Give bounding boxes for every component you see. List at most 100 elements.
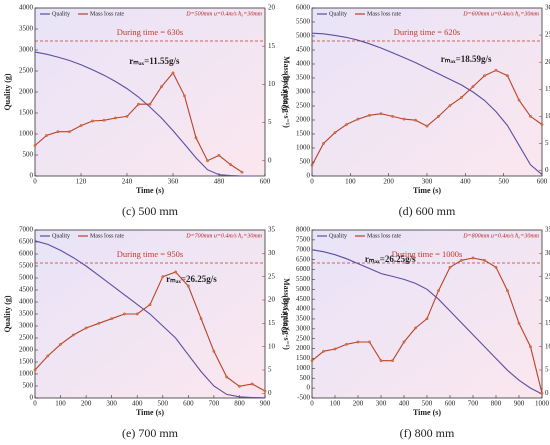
series-marker <box>250 382 254 386</box>
y2-tick-label: 20 <box>268 4 276 12</box>
y-tick-label: 2000 <box>19 88 34 96</box>
y-tick-label: 5000 <box>296 285 311 293</box>
y-tick-label: 500 <box>300 374 311 382</box>
y2-tick-label: 35 <box>268 226 276 234</box>
y2-tick-label: 0 <box>545 389 549 397</box>
series-marker <box>379 112 383 116</box>
y-axis-label: Quality (g) <box>3 295 12 332</box>
x-tick-label: 300 <box>106 400 117 408</box>
x-tick-label: 0 <box>33 400 37 408</box>
y-tick-label: 3500 <box>296 315 311 323</box>
y2-tick-label: 15 <box>545 319 550 327</box>
y-tick-label: 0 <box>307 384 311 392</box>
x-tick-label: 600 <box>183 400 194 408</box>
series-marker <box>102 118 106 122</box>
y-tick-label: 4500 <box>296 295 311 303</box>
y2-tick-label: 20 <box>545 58 550 66</box>
series-marker <box>310 359 314 363</box>
y2-tick-label: 5 <box>268 366 272 374</box>
series-marker <box>368 340 371 344</box>
legend-label: Quality <box>329 11 347 17</box>
y2-tick-label: 20 <box>545 296 550 304</box>
series-marker <box>97 321 101 325</box>
y2-tick-label: 10 <box>545 112 550 120</box>
series-marker <box>123 312 126 316</box>
series-marker <box>391 359 394 363</box>
y-tick-label: 4000 <box>296 60 311 68</box>
y-tick-label: 2000 <box>19 346 34 354</box>
series-marker <box>379 359 383 363</box>
series-marker <box>194 136 198 140</box>
legend-label: Mass loss rate <box>367 11 401 17</box>
y-tick-label: 1500 <box>19 109 34 117</box>
y-tick-label: 4500 <box>19 286 34 294</box>
y-tick-label: 1000 <box>296 364 311 372</box>
series-marker <box>356 117 360 121</box>
y-tick-label: 6500 <box>19 238 34 246</box>
series-marker <box>148 102 152 106</box>
y2-tick-label: 30 <box>545 249 550 257</box>
y2-tick-label: 30 <box>268 249 276 257</box>
series-marker <box>529 345 532 349</box>
y2-tick-label: 10 <box>268 342 276 350</box>
series-marker <box>517 98 521 102</box>
x-tick-label: 800 <box>234 400 245 408</box>
x-tick-label: 120 <box>76 178 87 186</box>
x-tick-label: 0 <box>310 178 314 186</box>
rmax-label: rₘₐₓ=18.59g/s <box>441 54 492 64</box>
x-tick-label: 240 <box>122 178 133 186</box>
series-marker <box>333 131 337 135</box>
x-tick-label: 0 <box>33 178 37 186</box>
series-marker <box>71 333 75 337</box>
panel: 0 100 200 300 400 500 600 700 800 900 1000-5000500… <box>280 226 550 440</box>
series-marker <box>333 347 337 351</box>
series-marker <box>437 114 440 118</box>
x-axis-label: Time (s) <box>136 186 164 195</box>
series-marker <box>135 312 139 316</box>
y-tick-label: 2500 <box>19 67 34 75</box>
y-tick-label: 3000 <box>19 322 34 330</box>
legend-label: Quality <box>329 233 347 239</box>
x-tick-label: 700 <box>468 400 479 408</box>
y-tick-label: 2500 <box>296 334 311 342</box>
y-tick-label: 4500 <box>296 46 311 54</box>
y-tick-label: 7000 <box>296 245 311 253</box>
caption: (c) 500 mm <box>122 204 179 218</box>
series-marker <box>448 265 452 269</box>
series-marker <box>137 102 140 106</box>
series-marker <box>540 123 544 126</box>
series-line <box>34 51 254 177</box>
series-marker <box>368 113 371 117</box>
series-marker <box>225 375 229 379</box>
during-label: During time = 1000s <box>392 249 463 259</box>
y-tick-label: 3000 <box>19 46 34 54</box>
x-tick-label: 900 <box>514 400 525 408</box>
series-marker <box>414 118 417 122</box>
series-marker <box>183 94 186 98</box>
x-axis-label: Time (s) <box>413 408 441 417</box>
y-tick-label: 6000 <box>296 265 311 273</box>
y2-tick-label: 0 <box>545 166 549 174</box>
y-axis-label: Quality (g) <box>3 73 12 110</box>
y-axis-label: Quality (g) <box>280 295 289 332</box>
caption: (f) 800 mm <box>400 426 455 440</box>
x-tick-label: 1000 <box>535 400 550 408</box>
y2-tick-label: 15 <box>268 319 276 327</box>
y2-tick-label: 15 <box>545 85 550 93</box>
y-tick-label: 5500 <box>296 275 311 283</box>
x-tick-label: 400 <box>399 400 410 408</box>
y-tick-label: 4000 <box>19 4 34 12</box>
series-marker <box>322 349 325 353</box>
y-tick-label: 5000 <box>296 32 311 40</box>
series-marker <box>483 258 486 262</box>
y2-tick-label: 5 <box>268 118 272 126</box>
y2-axis-label: Mass loss rate (g·s⁻¹) <box>282 278 291 350</box>
series-marker <box>391 114 394 118</box>
y-tick-label: 4000 <box>296 305 311 313</box>
y-tick-label: 1000 <box>19 130 34 138</box>
series-marker <box>114 116 117 120</box>
y2-tick-label: 5 <box>545 139 549 147</box>
y-tick-label: 500 <box>23 382 34 390</box>
series-marker <box>110 317 114 321</box>
